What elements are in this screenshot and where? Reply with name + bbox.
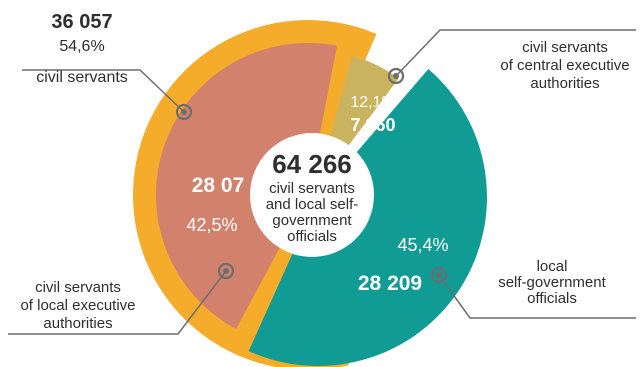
central-connector-dot — [393, 73, 399, 79]
local-executive-connector-dot-ring — [217, 262, 235, 280]
central-connector-line — [395, 29, 636, 77]
central-value: 7 960 — [350, 115, 395, 135]
civil-servants-value: 36 057 — [51, 11, 112, 33]
local-self-government-value: 28 209 — [358, 272, 422, 295]
central-connector-dot-ring — [387, 67, 405, 85]
local-self-government-label-line: officials — [527, 290, 577, 307]
total-value: 64 266 — [272, 149, 352, 179]
total-label-line: and local self- — [266, 196, 359, 213]
local-executive-value: 28 07 — [192, 174, 245, 197]
local-executive-percent: 42,5% — [186, 215, 237, 235]
local-self-government-percent: 45,4% — [397, 235, 448, 255]
center-circle — [250, 133, 374, 257]
total-label-line: civil servants — [269, 180, 355, 197]
civil-servants-percent: 54,6% — [59, 38, 104, 55]
local-self-government-connector-dot-ring — [430, 266, 448, 284]
central-label-line: authorities — [530, 75, 599, 92]
central-label-line: of central executive — [500, 57, 629, 74]
local-self-government-label-line: local — [537, 258, 568, 275]
total-label-line: government — [272, 212, 352, 229]
local-executive-connector-dot — [223, 268, 229, 274]
civil-servants-connector-dot — [181, 109, 187, 115]
local-self-government-connector-dot — [436, 272, 442, 278]
civil-servants-label: civil servants — [36, 69, 128, 86]
local-executive-label-line: civil servants — [35, 279, 121, 296]
local-executive-label-line: of local executive — [20, 297, 135, 314]
civil-servants-connector-line — [22, 69, 185, 113]
local-self-government-connector-line — [438, 274, 636, 319]
central-label-line: civil servants — [522, 39, 608, 56]
local-executive-connector-line — [8, 270, 227, 335]
local-self-government-label-line: self-government — [498, 274, 606, 291]
total-label-line: officials — [287, 228, 337, 245]
local-executive-label-line: authorities — [43, 315, 112, 332]
civil-servants-connector-dot-ring — [175, 103, 193, 121]
slice-local-executive — [156, 43, 338, 329]
central-percent: 12,1% — [350, 94, 395, 111]
